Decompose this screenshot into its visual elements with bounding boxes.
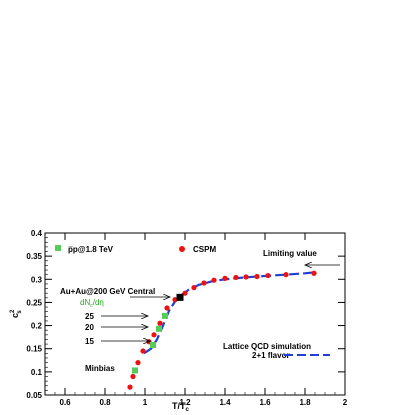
svg-text:c2s: c2s: [10, 309, 23, 318]
cspm-point: [172, 297, 178, 303]
cspm-point: [182, 290, 188, 296]
cspm-points-layer: [127, 270, 317, 390]
cspm-point: [151, 332, 157, 338]
limiting-value-label: Limiting value: [263, 249, 317, 258]
cspm-point: [311, 270, 317, 276]
x-tick-label: 2: [343, 398, 348, 407]
cspm-point: [265, 272, 271, 279]
n25-label: 25: [85, 312, 94, 321]
n20-label: 20: [85, 323, 94, 332]
dnc-tail: /dη: [93, 298, 104, 307]
cspm-point: [157, 320, 163, 326]
y-axis-title: c2s: [10, 309, 23, 318]
y-axis-ticks: 0.05 0.1 0.15 0.2 0.25 0.3 0.35 0.4: [26, 229, 345, 400]
y-tick-label: 0.1: [31, 368, 43, 377]
dnc-label: dNc/dη: [80, 298, 104, 309]
pp-points-layer: [132, 312, 168, 374]
legend-pp-marker: [55, 245, 61, 251]
legend: p̅p@1.8 TeV CSPM Lattice QCD simulation …: [55, 245, 330, 360]
auau-point: [176, 293, 184, 301]
auau-point-layer: [176, 293, 184, 301]
cspm-point: [140, 348, 146, 354]
cspm-point: [283, 272, 289, 278]
x-tick-label: 1.4: [219, 398, 231, 407]
cspm-point: [164, 305, 170, 311]
legend-cspm-marker: [179, 246, 185, 252]
pp-point: [156, 325, 162, 332]
cspm-point: [222, 275, 228, 281]
cspm-point: [233, 274, 239, 281]
y-tick-label: 0.05: [26, 391, 42, 400]
annotations: Limiting value Au+Au@200 GeV Central dNc…: [60, 249, 340, 373]
x-tick-label: 1.6: [259, 398, 271, 407]
x-axis-ticks: 0.6 0.8 1 1.2 1.4 1.6 1.8 2: [44, 233, 348, 407]
legend-lattice-label-2: 2+1 flavor: [252, 351, 290, 360]
y-tick-label: 0.15: [26, 345, 42, 354]
y-tick-label: 0.25: [26, 298, 42, 307]
pp-point: [132, 367, 138, 374]
legend-lattice-label-1: Lattice QCD simulation: [223, 342, 311, 351]
cspm-point: [191, 285, 197, 291]
y-tick-label: 0.35: [26, 252, 42, 261]
x-tick-label: 0.6: [59, 398, 71, 407]
y-tick-label: 0.2: [31, 322, 43, 331]
pp-point: [150, 342, 156, 349]
cspm-point: [243, 274, 249, 280]
x-tick-label: 1.8: [299, 398, 311, 407]
dnc-sub: c: [90, 303, 93, 309]
x-tick-label: 1.2: [179, 398, 191, 407]
y-axis-title-sub: s: [17, 310, 23, 314]
x-tick-label: 1: [143, 398, 148, 407]
y-tick-label: 0.3: [31, 275, 43, 284]
cspm-point: [130, 373, 136, 380]
cspm-point: [135, 360, 141, 366]
legend-pp-label: p̅p@1.8 TeV: [68, 245, 114, 254]
cspm-point: [254, 273, 260, 280]
y-axis-title-main: c: [10, 313, 20, 318]
y-tick-label: 0.4: [31, 229, 43, 238]
cspm-point: [127, 384, 133, 390]
x-axis-title: T/Tc: [172, 401, 190, 413]
minbias-label: Minbias: [85, 364, 115, 373]
cspm-point: [201, 280, 207, 286]
x-tick-label: 0.8: [99, 398, 111, 407]
legend-cspm-label: CSPM: [193, 245, 216, 254]
n15-label: 15: [85, 337, 94, 346]
auau-label: Au+Au@200 GeV Central: [60, 287, 155, 296]
y-axis-title-sup: 2: [10, 309, 16, 313]
x-axis-title-sub: c: [186, 407, 190, 413]
cspm-point: [211, 277, 217, 283]
pp-point: [162, 312, 168, 319]
